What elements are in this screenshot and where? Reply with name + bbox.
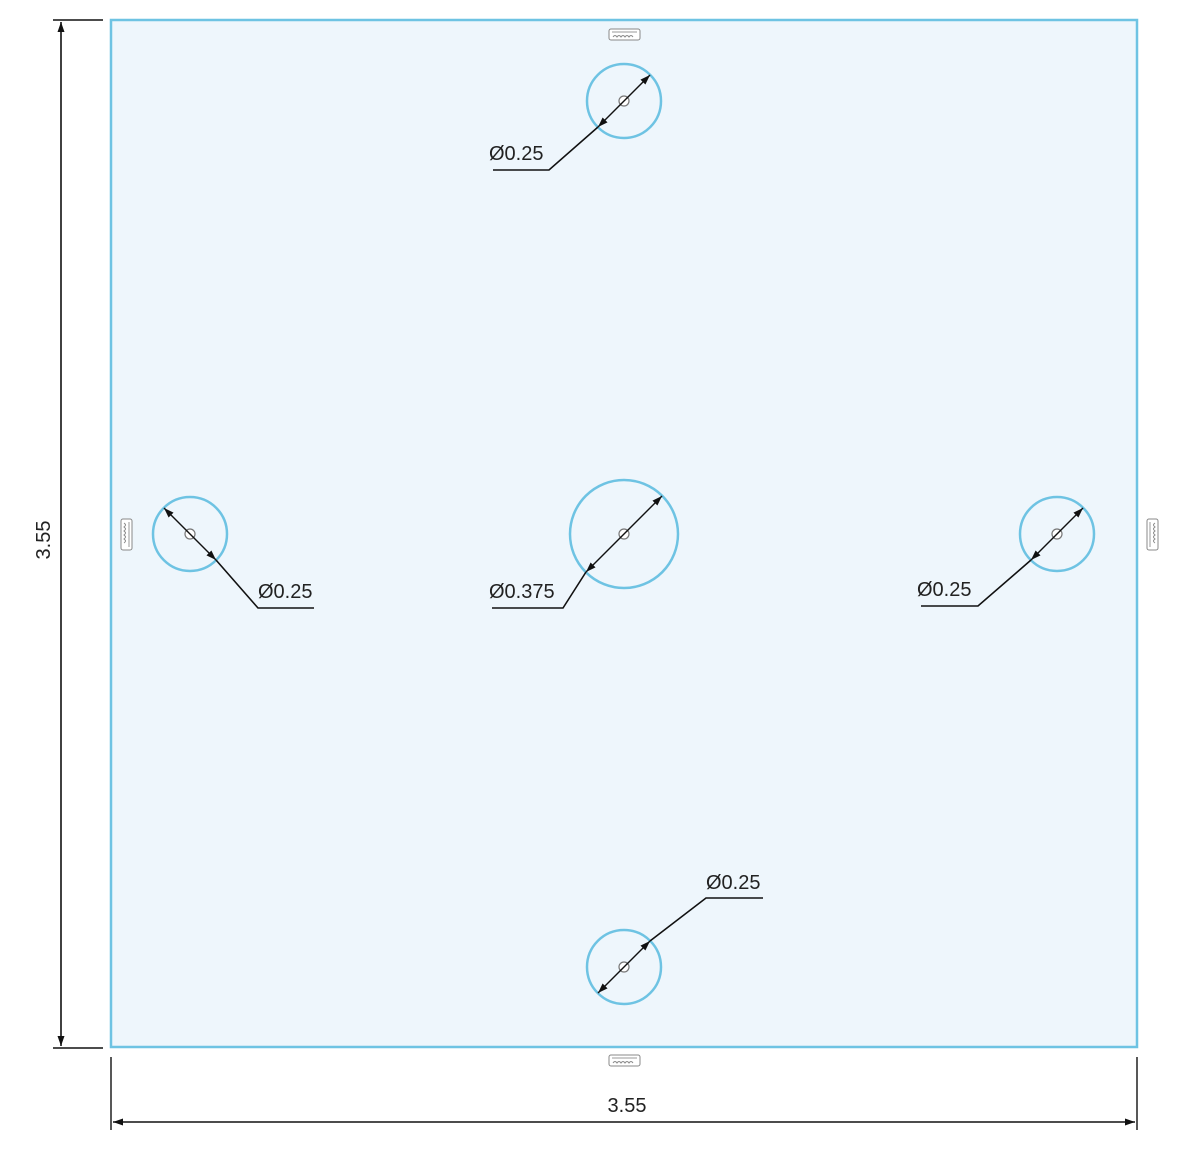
- diameter-dimension-right[interactable]: Ø0.25: [917, 507, 1084, 607]
- diameter-label-top: Ø0.25: [489, 143, 543, 165]
- right-edge-constraint-icon[interactable]: [1146, 518, 1159, 551]
- top-edge-constraint-icon[interactable]: [608, 28, 641, 41]
- diameter-label-left: Ø0.25: [258, 581, 312, 603]
- diameter-label-bottom: Ø0.25: [706, 872, 760, 894]
- diameter-label-right: Ø0.25: [917, 579, 971, 601]
- diameter-dimension-top[interactable]: Ø0.25: [489, 74, 651, 171]
- diameter-label-center: Ø0.375: [489, 581, 555, 603]
- height-label: 3.55: [33, 521, 55, 560]
- diameter-dimension-center[interactable]: Ø0.375: [489, 495, 663, 609]
- diameter-dimension-bottom[interactable]: Ø0.25: [597, 872, 763, 994]
- width-label: 3.55: [608, 1095, 647, 1117]
- bottom-edge-constraint-icon[interactable]: [608, 1054, 641, 1067]
- diameter-dimension-left[interactable]: Ø0.25: [163, 507, 314, 609]
- width-dimension[interactable]: 3.55: [110, 1057, 1138, 1130]
- left-edge-constraint-icon[interactable]: [120, 518, 133, 551]
- height-dimension[interactable]: 3.55: [33, 19, 103, 1049]
